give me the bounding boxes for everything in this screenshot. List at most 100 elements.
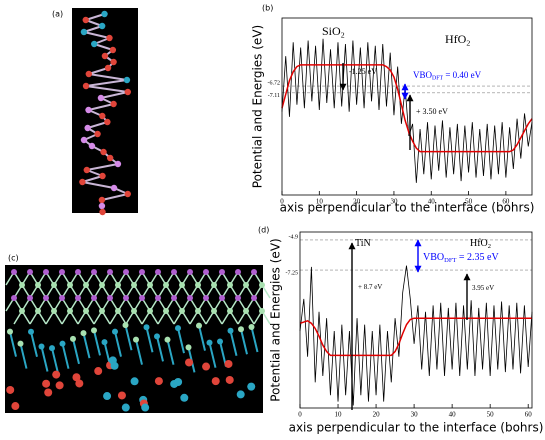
atom	[203, 295, 209, 301]
atom	[235, 295, 241, 301]
x-tick-label: 30	[390, 198, 398, 206]
bond	[85, 85, 128, 93]
y-axis-label: Potential and Energies (eV)	[251, 25, 265, 188]
atom	[7, 328, 13, 335]
atom	[251, 269, 257, 275]
atom	[115, 308, 121, 314]
atom	[94, 367, 103, 376]
annotation-subscript: 2	[466, 38, 470, 47]
atom	[98, 202, 106, 210]
atom	[236, 390, 245, 399]
atom	[211, 377, 220, 386]
atom	[99, 112, 106, 120]
atom	[110, 100, 117, 108]
atom	[225, 375, 234, 384]
annotation-subscript: 2	[341, 30, 345, 39]
atom	[100, 148, 107, 156]
atom	[49, 345, 55, 352]
y-tick-label: -6.72	[268, 80, 281, 86]
atom	[59, 340, 66, 347]
annotation-text: VBO	[413, 70, 433, 80]
atom	[82, 82, 90, 90]
atom	[117, 391, 126, 400]
annotation-subscript: 2	[488, 243, 491, 250]
potential-line	[299, 265, 533, 406]
bond	[156, 336, 164, 362]
annotation-text: = 2.35 eV	[456, 252, 499, 263]
atom	[185, 344, 192, 351]
bond	[208, 342, 217, 368]
bond	[88, 67, 109, 75]
y-tick-label: -7.11	[268, 93, 280, 99]
x-tick-label: 50	[487, 411, 495, 419]
annotation-text: = 0.40 eV	[443, 70, 482, 80]
atom	[110, 184, 118, 192]
potential-line	[281, 38, 533, 183]
atom	[235, 269, 241, 275]
bond	[240, 328, 248, 355]
atom	[38, 343, 45, 350]
atom	[259, 308, 265, 314]
atom	[163, 282, 169, 288]
atom	[107, 269, 113, 275]
atom	[206, 339, 213, 346]
atom	[103, 392, 112, 401]
atom	[187, 269, 193, 275]
atom	[131, 282, 137, 288]
atom	[51, 308, 57, 314]
atom	[59, 269, 65, 275]
atom	[219, 295, 225, 301]
atom	[139, 295, 145, 301]
atom	[179, 308, 185, 314]
atom	[110, 58, 117, 66]
x-tick-label: 40	[428, 198, 436, 206]
x-tick-label: 0	[298, 411, 302, 419]
x-tick-label: 0	[280, 198, 284, 206]
atom	[80, 330, 87, 337]
atom	[259, 282, 265, 288]
average-line	[281, 64, 533, 153]
x-tick-label: 50	[465, 198, 473, 206]
bond	[19, 343, 28, 369]
atom	[131, 308, 137, 314]
atom	[114, 160, 122, 168]
atom	[130, 377, 139, 386]
annotation: 3.95 eV	[472, 284, 494, 292]
atom	[123, 295, 129, 301]
bond	[114, 331, 122, 357]
atom	[80, 28, 88, 36]
atom	[147, 308, 153, 314]
atom	[101, 339, 108, 346]
atom	[91, 40, 98, 48]
annotation: HfO2	[470, 238, 491, 250]
atom	[43, 269, 49, 275]
atom	[99, 208, 106, 216]
atom	[70, 335, 76, 342]
atom	[72, 373, 81, 382]
x-tick-label: 40	[449, 411, 457, 419]
atom	[175, 325, 181, 332]
atom	[17, 340, 24, 347]
atom	[196, 322, 202, 329]
x-tick-label: 60	[525, 411, 533, 419]
atom	[185, 358, 194, 367]
atom	[42, 379, 51, 388]
atom	[51, 282, 57, 288]
atom	[155, 269, 161, 275]
annotation-text: -1.25 eV	[349, 67, 377, 76]
bond	[124, 324, 133, 351]
atom	[67, 308, 73, 314]
atom	[98, 22, 106, 30]
atom	[227, 327, 234, 334]
annotation-text: 3.95 eV	[472, 284, 494, 292]
bond	[86, 163, 119, 171]
bond	[100, 91, 129, 99]
annotation: SiO2	[322, 24, 345, 40]
plot-frame	[281, 17, 533, 196]
atom	[123, 269, 129, 275]
atom	[211, 308, 217, 314]
atom	[163, 308, 169, 314]
atom	[147, 282, 153, 288]
annotation: + 3.50 eV	[416, 107, 448, 116]
